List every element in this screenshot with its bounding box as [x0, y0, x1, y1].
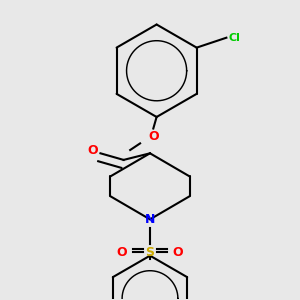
Text: O: O: [173, 246, 183, 259]
Text: N: N: [145, 213, 155, 226]
Text: O: O: [87, 143, 98, 157]
Text: S: S: [146, 246, 154, 259]
Text: Cl: Cl: [228, 33, 240, 43]
Text: O: O: [148, 130, 159, 143]
Text: O: O: [117, 246, 127, 259]
